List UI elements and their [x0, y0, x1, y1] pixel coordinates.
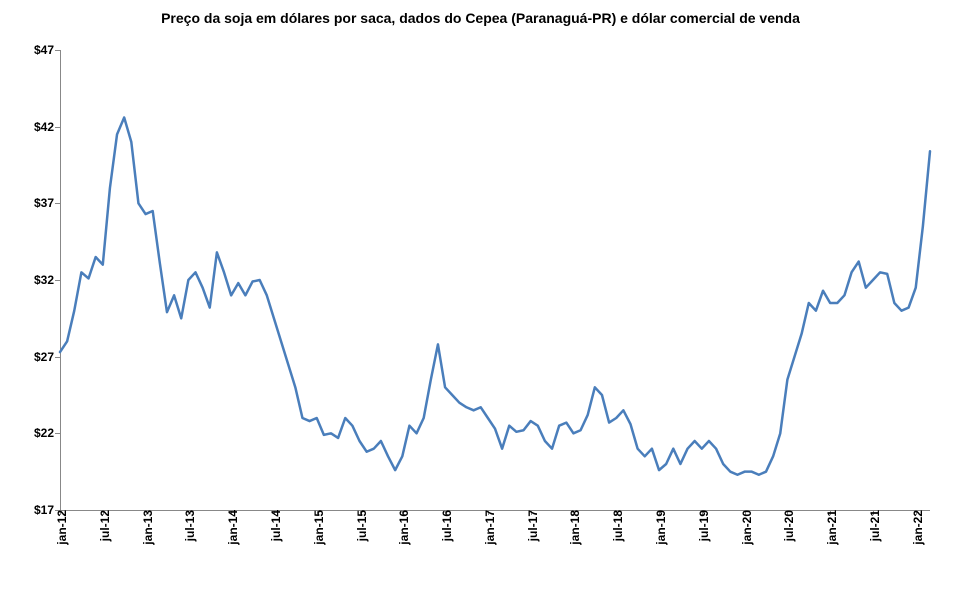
y-axis-label: $42: [34, 120, 54, 134]
y-axis-label: $47: [34, 43, 54, 57]
y-tick: [55, 280, 60, 281]
x-axis-label: jan-19: [650, 510, 668, 545]
x-axis-label: jan-21: [821, 510, 839, 545]
y-tick: [55, 357, 60, 358]
x-axis-label: jan-18: [564, 510, 582, 545]
x-axis-label: jul-13: [179, 510, 197, 541]
y-tick: [55, 127, 60, 128]
y-tick: [55, 50, 60, 51]
y-axis-label: $37: [34, 196, 54, 210]
plot-area: $17$22$27$32$37$42$47jan-12jul-12jan-13j…: [60, 50, 930, 510]
x-axis-label: jul-15: [351, 510, 369, 541]
x-axis-label: jan-22: [907, 510, 925, 545]
x-axis-label: jan-14: [222, 510, 240, 545]
y-tick: [55, 433, 60, 434]
chart-title: Preço da soja em dólares por saca, dados…: [0, 10, 961, 26]
x-axis-label: jul-12: [94, 510, 112, 541]
x-axis-label: jan-17: [479, 510, 497, 545]
x-axis-label: jul-17: [522, 510, 540, 541]
x-axis-label: jan-16: [393, 510, 411, 545]
line-series: [60, 50, 930, 510]
x-axis-label: jan-20: [736, 510, 754, 545]
x-axis-label: jul-18: [607, 510, 625, 541]
chart-container: Preço da soja em dólares por saca, dados…: [0, 0, 961, 594]
x-axis-label: jan-12: [51, 510, 69, 545]
y-axis-label: $22: [34, 426, 54, 440]
x-axis-label: jul-19: [693, 510, 711, 541]
x-axis-label: jul-16: [436, 510, 454, 541]
x-axis-label: jul-21: [864, 510, 882, 541]
x-axis-label: jan-15: [308, 510, 326, 545]
y-tick: [55, 203, 60, 204]
x-axis-label: jul-20: [778, 510, 796, 541]
x-axis-label: jul-14: [265, 510, 283, 541]
y-axis-label: $27: [34, 350, 54, 364]
x-axis-label: jan-13: [137, 510, 155, 545]
y-axis-label: $32: [34, 273, 54, 287]
